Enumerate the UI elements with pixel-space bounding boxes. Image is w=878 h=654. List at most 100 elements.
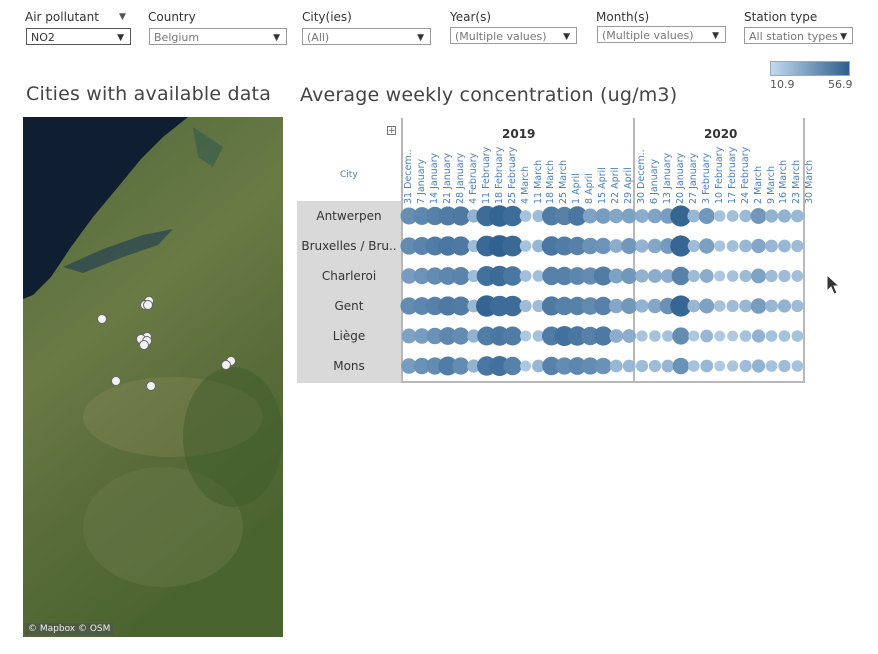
heatmap-mark[interactable] <box>699 238 715 254</box>
heatmap-mark[interactable] <box>425 206 445 226</box>
heatmap-mark[interactable] <box>595 237 612 255</box>
heatmap-mark[interactable] <box>713 210 726 222</box>
months-select[interactable]: (Multiple values) ▼ <box>597 26 726 43</box>
heatmap-mark[interactable] <box>739 359 752 373</box>
heatmap-mark[interactable] <box>635 359 649 373</box>
heatmap-mark[interactable] <box>765 360 778 372</box>
heatmap-mark[interactable] <box>700 359 714 373</box>
heatmap-mark[interactable] <box>541 206 561 226</box>
heatmap-mark[interactable] <box>532 239 545 253</box>
heatmap-mark[interactable] <box>635 299 649 313</box>
filter-menu-icon[interactable]: ▼ <box>119 12 126 22</box>
heatmap-mark[interactable] <box>593 266 613 286</box>
heatmap-mark[interactable] <box>714 330 726 342</box>
heatmap-mark[interactable] <box>714 360 726 372</box>
heatmap-mark[interactable] <box>791 270 804 282</box>
heatmap-mark[interactable] <box>520 330 532 342</box>
heatmap-mark[interactable] <box>519 240 532 252</box>
heatmap-mark[interactable] <box>467 359 481 373</box>
heatmap-mark[interactable] <box>765 299 778 313</box>
heatmap-mark[interactable] <box>765 239 778 253</box>
heatmap-mark[interactable] <box>648 359 662 373</box>
heatmap-mark[interactable] <box>593 326 613 346</box>
heatmap-mark[interactable] <box>647 208 663 224</box>
heatmap-mark[interactable] <box>687 269 700 283</box>
city-row-label[interactable]: Mons <box>297 351 401 381</box>
heatmap-mark[interactable] <box>661 269 675 283</box>
satellite-map[interactable]: © Mapbox © OSM <box>23 117 283 637</box>
heatmap-mark[interactable] <box>438 356 458 376</box>
heatmap-mark[interactable] <box>804 300 805 312</box>
heatmap-mark[interactable] <box>568 267 587 285</box>
heatmap-mark[interactable] <box>649 330 661 342</box>
heatmap-mark[interactable] <box>555 357 573 375</box>
station-marker[interactable] <box>146 381 156 391</box>
heatmap-mark[interactable] <box>687 239 700 253</box>
heatmap-mark[interactable] <box>581 267 599 285</box>
heatmap-mark[interactable] <box>554 236 574 256</box>
heatmap-mark[interactable] <box>532 359 545 373</box>
heatmap-mark[interactable] <box>791 330 804 342</box>
heatmap-mark[interactable] <box>401 358 417 374</box>
station-marker[interactable] <box>111 376 121 386</box>
heatmap-mark[interactable] <box>452 357 470 375</box>
heatmap-mark[interactable] <box>452 327 470 345</box>
heatmap-mark[interactable] <box>568 296 587 316</box>
heatmap-mark[interactable] <box>804 270 805 282</box>
heatmap-mark[interactable] <box>519 210 532 222</box>
heatmap-mark[interactable] <box>726 270 739 282</box>
heatmap-mark[interactable] <box>791 239 804 253</box>
heatmap-mark[interactable] <box>804 240 805 252</box>
heatmap-mark[interactable] <box>609 239 624 253</box>
heatmap-mark[interactable] <box>451 296 471 316</box>
heatmap-mark[interactable] <box>503 326 523 346</box>
heatmap-mark[interactable] <box>621 208 637 224</box>
heatmap-mark[interactable] <box>791 299 804 313</box>
heatmap-mark[interactable] <box>451 236 471 256</box>
years-select[interactable]: (Multiple values) ▼ <box>450 27 577 44</box>
heatmap-mark[interactable] <box>567 206 588 226</box>
heatmap-mark[interactable] <box>413 207 431 225</box>
heatmap-mark[interactable] <box>503 356 522 376</box>
heatmap-mark[interactable] <box>670 205 692 227</box>
heatmap-mark[interactable] <box>609 298 624 314</box>
heatmap-mark[interactable] <box>751 268 767 284</box>
heatmap-mark[interactable] <box>532 270 545 282</box>
heatmap-mark[interactable] <box>672 357 690 375</box>
heatmap-mark[interactable] <box>739 330 752 342</box>
heatmap-mark[interactable] <box>700 329 714 343</box>
heatmap-mark[interactable] <box>726 240 739 252</box>
city-row-label[interactable]: Antwerpen <box>297 201 401 231</box>
heatmap-mark[interactable] <box>688 330 700 342</box>
heatmap-mark[interactable] <box>687 299 701 313</box>
heatmap-mark[interactable] <box>726 210 739 222</box>
heatmap-mark[interactable] <box>739 239 752 253</box>
heatmap-mark[interactable] <box>778 359 791 373</box>
heatmap-mark[interactable] <box>727 330 739 342</box>
heatmap-mark[interactable] <box>567 326 588 346</box>
heatmap-mark[interactable] <box>582 237 599 255</box>
heatmap-mark[interactable] <box>608 268 624 284</box>
city-row-label[interactable]: Gent <box>297 291 401 321</box>
heatmap-mark[interactable] <box>739 299 752 313</box>
heatmap-mark[interactable] <box>413 297 431 315</box>
heatmap-mark[interactable] <box>532 299 545 313</box>
heatmap-mark[interactable] <box>400 297 418 315</box>
city-row-label[interactable]: Charleroi <box>297 261 401 291</box>
heatmap-mark[interactable] <box>778 330 791 342</box>
heatmap-mark[interactable] <box>414 328 430 344</box>
heatmap-mark[interactable] <box>777 299 792 313</box>
heatmap-mark[interactable] <box>400 207 418 225</box>
heatmap-mark[interactable] <box>451 267 470 285</box>
station-marker[interactable] <box>143 300 153 310</box>
heatmap-mark[interactable] <box>609 359 623 373</box>
heatmap-mark[interactable] <box>555 296 574 316</box>
station-marker[interactable] <box>221 360 231 370</box>
heatmap-mark[interactable] <box>467 329 481 343</box>
heatmap-mark[interactable] <box>688 360 700 372</box>
station-marker[interactable] <box>139 340 149 350</box>
heatmap-mark[interactable] <box>520 360 532 372</box>
heatmap-mark[interactable] <box>699 298 715 314</box>
heatmap-mark[interactable] <box>751 359 766 373</box>
heatmap-mark[interactable] <box>636 330 648 342</box>
